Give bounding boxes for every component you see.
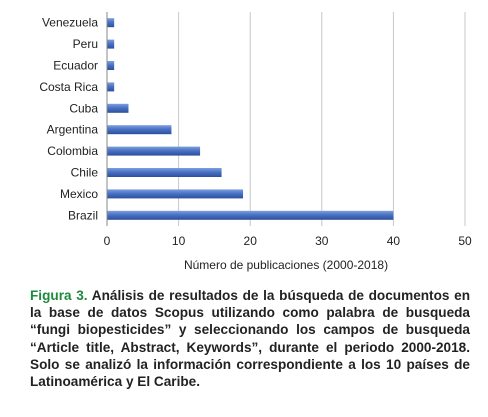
x-tick-label: 50 [458,234,472,248]
category-label: Costa Rica [39,80,98,94]
bar-chart: Venezuela Peru Ecuador Costa Rica Cuba Argent… [39,12,472,272]
x-tick-label: 20 [244,234,258,248]
category-label: Ecuador [53,59,98,73]
x-axis-label: Número de publicaciones (2000-2018) [184,258,388,272]
category-label: Peru [73,37,98,51]
category-labels: Venezuela Peru Ecuador Costa Rica Cuba Argent… [39,16,98,223]
caption-text: Análisis de resultados de la búsqueda de… [30,288,471,390]
x-tick-label: 10 [172,234,186,248]
x-tick-label: 0 [104,234,111,248]
x-tick-label: 30 [315,234,329,248]
bar-cuba [107,103,129,113]
category-label: Argentina [47,123,99,137]
bar-costa-rica [107,82,115,92]
bar-mexico [107,189,244,199]
bar-brazil [107,210,394,220]
category-label: Brazil [68,208,98,222]
bar-chile [107,168,222,177]
x-tick-label: 40 [387,234,401,248]
bar-venezuela [107,18,115,28]
category-label: Mexico [60,187,98,201]
category-label: Cuba [69,101,98,115]
bar-peru [107,39,115,49]
figure-caption: Figura 3. Análisis de resultados de la b… [30,287,470,390]
bar-colombia [107,146,201,156]
bar-argentina [107,125,172,135]
category-label: Venezuela [42,16,98,30]
x-tick-labels: 0 10 20 30 40 50 [104,234,472,248]
bar-ecuador [107,61,115,70]
category-label: Chile [71,166,99,180]
bars [107,18,394,220]
figure-label: Figura 3. [30,288,88,303]
category-label: Colombia [47,144,98,158]
